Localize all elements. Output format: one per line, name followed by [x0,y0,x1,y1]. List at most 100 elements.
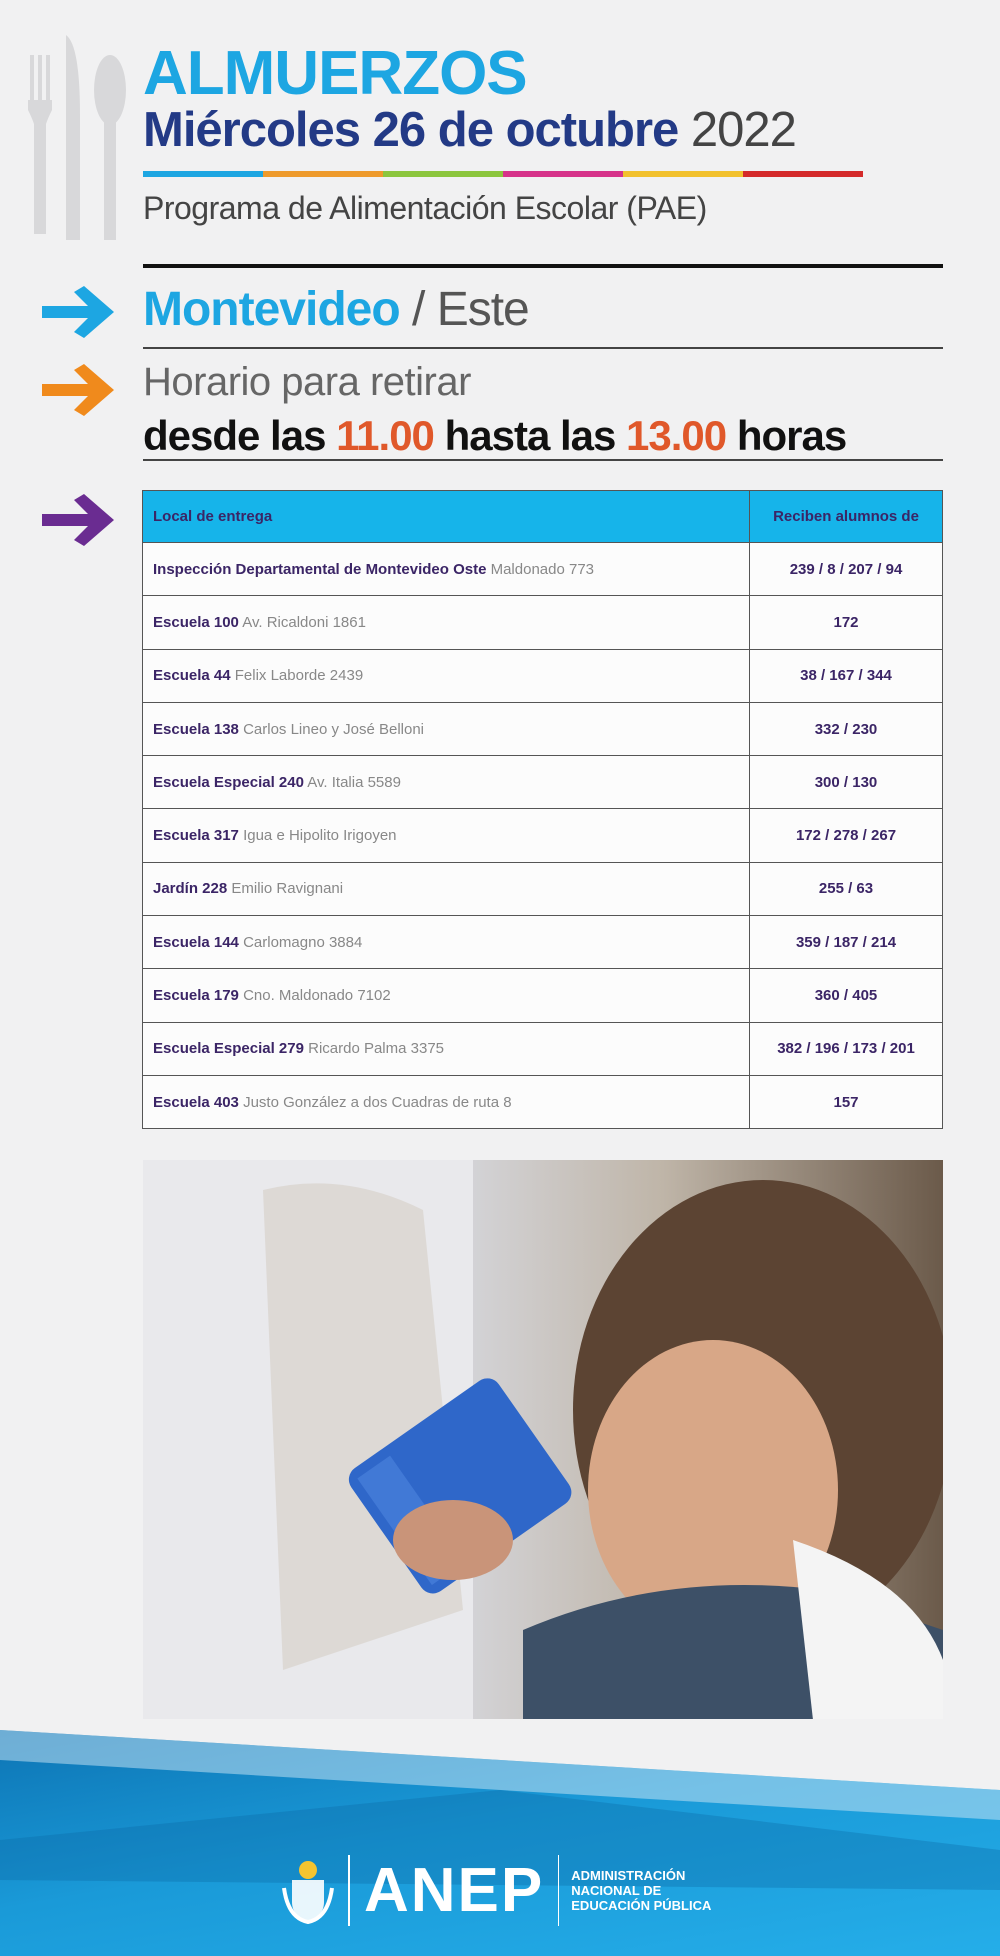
hours-text: horas [736,412,847,459]
table-row: Escuela 100 Av. Ricaldoni 1861 172 [142,595,943,650]
coat-of-arms-icon [282,1860,334,1924]
photo-illustration [143,1160,943,1719]
location-cell: Escuela 44 Felix Laborde 2439 [142,648,750,703]
location-name: Inspección Departamental de Montevideo O… [153,560,487,578]
column-header-schools: Reciben alumnos de [749,490,943,543]
separator: / [412,283,425,336]
location-name: Escuela 179 [153,987,239,1005]
location-address: Carlomagno 3884 [243,933,363,951]
schools-cell: 332 / 230 [749,701,943,757]
color-segment [623,171,743,177]
org-name: ADMINISTRACIÓN NACIONAL DE EDUCACIÓN PÚBLI… [571,1868,711,1913]
location-address: Ricardo Palma 3375 [308,1040,445,1058]
location-cell: Escuela 317 Igua e Hipolito Irigoyen [142,808,750,863]
schools-cell: 359 / 187 / 214 [749,915,943,970]
location-name: Escuela Especial 240 [153,773,304,791]
date-text: Miércoles 26 de octubre [143,103,679,157]
schools-cell: 157 [749,1074,943,1130]
table-header-row: Local de entrega Reciben alumnos de [142,490,943,543]
schools-cell: 172 / 278 / 267 [749,808,943,863]
footer-banner [0,1730,1000,1956]
schedule-label: Horario para retirar [143,360,471,404]
color-bar [143,171,863,177]
location-address: Igua e Hipolito Irigoyen [243,827,397,845]
location-name: Escuela 317 [153,827,239,845]
location-name: Escuela Especial 279 [153,1040,304,1058]
column-header-location: Local de entrega [142,490,750,543]
location-name: Escuela 138 [153,720,239,738]
footer-wave [0,1730,1000,1890]
table-row: Escuela 403 Justo González a dos Cuadras… [142,1074,943,1130]
color-segment [263,171,383,177]
schools-cell: 300 / 130 [749,755,943,810]
location-address: Felix Laborde 2439 [234,667,364,685]
divider [143,264,943,268]
location-cell: Escuela 179 Cno. Maldonado 7102 [142,968,750,1023]
location-address: Cno. Maldonado 7102 [243,987,391,1005]
color-segment [143,171,263,177]
org-line: ADMINISTRACIÓN [571,1868,686,1883]
anep-wordmark: ANEP [348,1855,560,1926]
location-address: Justo González a dos Cuadras de ruta 8 [243,1093,512,1111]
schedule-time: desde las 11.00 hasta las 13.00 horas [143,412,847,460]
table-row: Escuela 317 Igua e Hipolito Irigoyen 172 … [142,808,943,863]
location-name: Escuela 403 [153,1093,239,1111]
location-cell: Inspección Departamental de Montevideo O… [142,541,750,597]
location-name: Escuela 44 [153,667,231,685]
child-drinking-photo [143,1160,943,1719]
schools-cell: 172 [749,595,943,650]
table-row: Escuela 179 Cno. Maldonado 7102 360 / 405 [142,968,943,1023]
arrow-right-icon [42,494,114,546]
table-row: Escuela 138 Carlos Lineo y José Belloni 3… [142,701,943,757]
end-time: 13.00 [626,412,727,459]
location-name: Escuela 144 [153,933,239,951]
anep-logo: ANEP ADMINISTRACIÓN NACIONAL DE EDUCACIÓN … [280,1855,711,1926]
schools-cell: 382 / 196 / 173 / 201 [749,1021,943,1076]
arrow-right-icon [42,286,114,338]
location-name: Jardín 228 [153,880,228,898]
org-line: EDUCACIÓN PÚBLICA [571,1898,712,1913]
table-row: Escuela Especial 240 Av. Italia 5589 300 … [142,755,943,810]
date-heading: Miércoles 26 de octubre 2022 [143,102,797,158]
schools-cell: 255 / 63 [749,861,943,917]
location-cell: Escuela 100 Av. Ricaldoni 1861 [142,595,750,650]
city-name: Montevideo [143,283,401,336]
table-row: Escuela 44 Felix Laborde 2439 38 / 167 / … [142,648,943,703]
location-cell: Escuela 138 Carlos Lineo y José Belloni [142,701,750,757]
location-cell: Escuela Especial 279 Ricardo Palma 3375 [142,1021,750,1076]
color-segment [383,171,503,177]
location-name: Escuela 100 [153,613,239,631]
location-cell: Jardín 228 Emilio Ravignani [142,861,750,917]
table-row: Escuela 144 Carlomagno 3884 359 / 187 / 2… [142,915,943,970]
cutlery-icon [28,35,126,240]
start-time: 11.00 [336,412,435,459]
location-address: Carlos Lineo y José Belloni [243,720,425,738]
program-name: Programa de Alimentación Escolar (PAE) [143,190,707,226]
location-cell: Escuela 403 Justo González a dos Cuadras… [142,1074,750,1130]
location-heading: Montevideo / Este [143,282,530,337]
schools-cell: 360 / 405 [749,968,943,1023]
color-segment [743,171,863,177]
location-address: Av. Ricaldoni 1861 [242,613,366,631]
divider [143,347,943,349]
zone-name: Este [436,283,530,336]
table-row: Inspección Departamental de Montevideo O… [142,541,943,597]
divider [143,459,943,461]
arrow-right-icon [42,364,114,416]
org-line: NACIONAL DE [571,1883,662,1898]
location-cell: Escuela Especial 240 Av. Italia 5589 [142,755,750,810]
location-address: Maldonado 773 [490,560,595,578]
delivery-table: Local de entrega Reciben alumnos de Insp… [142,490,943,1130]
color-segment [503,171,623,177]
location-address: Emilio Ravignani [231,880,344,898]
from-text: desde las [143,412,326,459]
page-title: ALMUERZOS [143,39,528,108]
location-address: Av. Italia 5589 [307,773,401,791]
location-cell: Escuela 144 Carlomagno 3884 [142,915,750,970]
schools-cell: 38 / 167 / 344 [749,648,943,703]
table-row: Jardín 228 Emilio Ravignani 255 / 63 [142,861,943,917]
year-text: 2022 [690,103,797,157]
schools-cell: 239 / 8 / 207 / 94 [749,541,943,597]
table-row: Escuela Especial 279 Ricardo Palma 3375 3… [142,1021,943,1076]
until-text: hasta las [444,412,617,459]
